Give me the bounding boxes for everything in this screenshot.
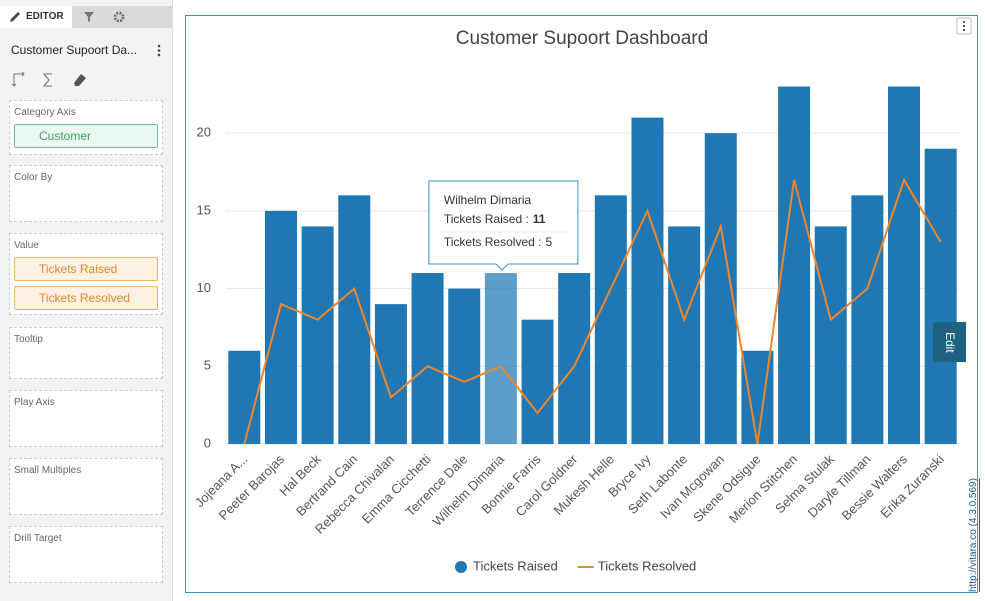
chart-panel: Customer Supoort Dashboard 0 5 10 15 20 Jojea… [185, 15, 978, 593]
bar [264, 210, 297, 444]
bar [851, 195, 884, 444]
tooltip-row: Tickets Resolved :5 [444, 235, 553, 249]
section-label: Play Axis [14, 397, 55, 408]
tab-bar: EDITOR [0, 6, 172, 28]
field-item[interactable]: Customer [14, 124, 158, 148]
bar [668, 226, 701, 444]
bar [814, 226, 847, 444]
field-section: Value Tickets Raised Tickets Resolved [9, 233, 163, 315]
tooltip-label: Tickets Raised : [444, 212, 529, 226]
section-label: Color By [14, 172, 53, 183]
bar [228, 350, 261, 444]
chart: Customer Supoort Dashboard 05101520Jojea… [192, 17, 972, 573]
tooltip-row: Tickets Raised : 11 [444, 212, 546, 226]
field-section: Drill Target [9, 526, 163, 583]
bar [448, 288, 481, 444]
field-section: Tooltip [9, 327, 163, 379]
legend-label: Tickets Resolved [598, 558, 697, 573]
editor-tab[interactable]: EDITOR [0, 6, 72, 28]
pencil-icon [10, 12, 20, 22]
bar [594, 195, 627, 444]
bar [411, 273, 444, 444]
legend-label: Tickets Raised [473, 558, 558, 573]
eraser-icon[interactable] [74, 74, 86, 86]
section-label: Drill Target [14, 533, 62, 544]
section-label: Tooltip [14, 334, 43, 345]
tab-label: EDITOR [26, 11, 64, 22]
bar [778, 86, 811, 445]
bar [888, 86, 921, 445]
section-label: Small Multiples [14, 465, 82, 476]
filter-tab[interactable] [80, 6, 100, 28]
settings-tab[interactable] [110, 6, 130, 28]
chart-title: Customer Supoort Dashboard [456, 28, 708, 49]
bar [558, 273, 591, 444]
bar [521, 319, 554, 444]
field-item[interactable]: Tickets Resolved [14, 286, 158, 310]
field-section: Category Axis Customer [9, 100, 163, 155]
line [243, 177, 942, 445]
sigma-icon[interactable] [42, 73, 52, 87]
bar [374, 304, 407, 444]
legend-swatch [455, 561, 467, 573]
bar [924, 148, 957, 445]
section-label: Value [14, 240, 39, 251]
section-label: Category Axis [14, 107, 76, 118]
tooltip-value: 11 [533, 212, 546, 226]
menu-icon[interactable] [155, 44, 165, 58]
y-tick-label: 20 [197, 125, 211, 140]
watermark: http://vitara.co (4.3.0.569) [968, 478, 979, 592]
axis-icon[interactable] [11, 71, 25, 87]
tooltip-label: Tickets Resolved : [444, 235, 542, 249]
y-tick-label: 0 [204, 435, 211, 450]
sidebar-title: Customer Supoort Da... [11, 43, 138, 57]
bar [301, 226, 334, 444]
y-tick-label: 10 [197, 280, 211, 295]
bar [484, 273, 517, 444]
field-section: Play Axis [9, 390, 163, 447]
edit-label: Edit [943, 331, 957, 353]
edit-button[interactable]: Edit [933, 322, 966, 362]
toolbar [11, 71, 86, 87]
tooltip-box [428, 180, 579, 271]
y-tick-label: 15 [197, 202, 211, 217]
field-section: Color By [9, 165, 163, 222]
tooltip-value: 5 [545, 235, 552, 249]
tooltip-title: Wilhelm Dimaria [444, 193, 532, 207]
x-tick-label: Ivan Mcgowan [657, 452, 727, 522]
field-item[interactable]: Tickets Raised [14, 257, 158, 281]
editor-sidebar: EDITOR Customer Supoort Da... Category A… [0, 0, 173, 601]
y-tick-label: 5 [204, 358, 211, 373]
field-section: Small Multiples [9, 458, 163, 515]
bar [631, 117, 664, 444]
